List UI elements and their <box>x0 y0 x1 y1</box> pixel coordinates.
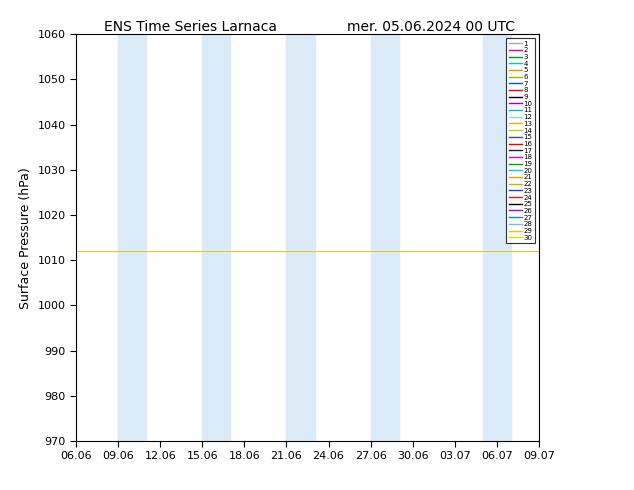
Bar <box>371 34 399 441</box>
Legend: 1, 2, 3, 4, 5, 6, 7, 8, 9, 10, 11, 12, 13, 14, 15, 16, 17, 18, 19, 20, 21, 22, 2: 1, 2, 3, 4, 5, 6, 7, 8, 9, 10, 11, 12, 1… <box>507 38 536 244</box>
Bar <box>483 34 511 441</box>
Bar <box>539 34 567 441</box>
Bar <box>202 34 230 441</box>
Text: mer. 05.06.2024 00 UTC: mer. 05.06.2024 00 UTC <box>347 20 515 34</box>
Bar <box>287 34 314 441</box>
Y-axis label: Surface Pressure (hPa): Surface Pressure (hPa) <box>19 167 32 309</box>
Text: ENS Time Series Larnaca: ENS Time Series Larnaca <box>104 20 276 34</box>
Bar <box>118 34 146 441</box>
